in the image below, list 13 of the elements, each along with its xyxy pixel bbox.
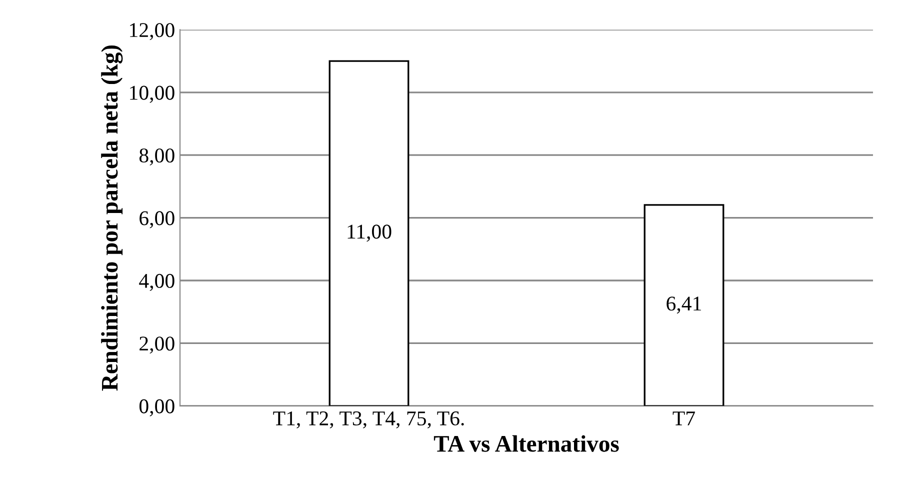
y-tick-label: 6,00	[140, 211, 174, 228]
y-tick-label: 8,00	[139, 148, 174, 166]
data-label: 6,41	[666, 296, 701, 314]
x-tick-label: T1, T2, T3, T4, 75, T6.	[273, 411, 464, 428]
x-axis-title: TA vs Alternativos	[434, 435, 619, 452]
y-tick-label: 2,00	[140, 336, 174, 354]
y-tick-label: 4,00	[139, 274, 174, 291]
y-axis-title: Rendimiento por parcela neta (kg)	[101, 45, 123, 391]
y-tick-label: 12,00	[130, 23, 174, 40]
data-label: 11,00	[348, 224, 392, 242]
x-tick-label: T7	[672, 412, 695, 426]
y-tick-label: 0,00	[139, 399, 174, 416]
y-tick-label: 10,00	[130, 86, 174, 103]
